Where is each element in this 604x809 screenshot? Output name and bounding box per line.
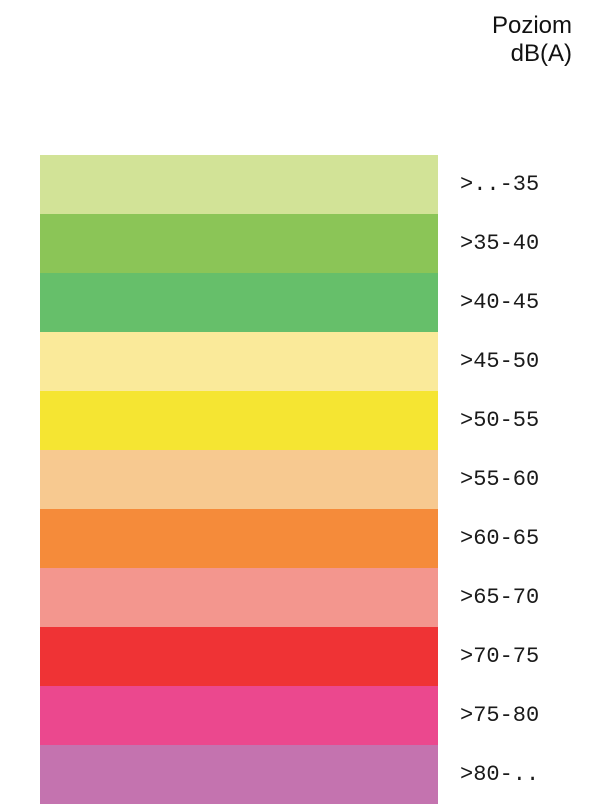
legend-row: >35-40 (40, 214, 580, 273)
legend-swatch (40, 273, 438, 332)
legend-label: >80-.. (460, 762, 540, 787)
legend-label: >45-50 (460, 349, 540, 374)
legend-label: >40-45 (460, 290, 540, 315)
noise-level-legend: >..-35 >35-40 >40-45 >45-50 >50-55 >55-6… (40, 155, 580, 804)
legend-swatch (40, 686, 438, 745)
legend-label: >75-80 (460, 703, 540, 728)
legend-row: >50-55 (40, 391, 580, 450)
legend-label: >70-75 (460, 644, 540, 669)
legend-swatch (40, 391, 438, 450)
legend-swatch (40, 155, 438, 214)
legend-swatch (40, 450, 438, 509)
legend-row: >45-50 (40, 332, 580, 391)
legend-title: Poziom dB(A) (492, 12, 572, 68)
legend-title-line2: dB(A) (510, 40, 572, 67)
legend-title-line1: Poziom (491, 12, 572, 39)
legend-swatch (40, 568, 438, 627)
legend-label: >35-40 (460, 231, 540, 256)
legend-row: >40-45 (40, 273, 580, 332)
legend-row: >75-80 (40, 686, 580, 745)
legend-row: >65-70 (40, 568, 580, 627)
legend-row: >60-65 (40, 509, 580, 568)
legend-label: >50-55 (460, 408, 540, 433)
legend-row: >80-.. (40, 745, 580, 804)
legend-row: >70-75 (40, 627, 580, 686)
legend-row: >..-35 (40, 155, 580, 214)
legend-label: >60-65 (460, 526, 540, 551)
legend-label: >65-70 (460, 585, 540, 610)
legend-row: >55-60 (40, 450, 580, 509)
legend-swatch (40, 332, 438, 391)
legend-label: >..-35 (460, 172, 540, 197)
legend-swatch (40, 627, 438, 686)
legend-swatch (40, 214, 438, 273)
legend-swatch (40, 745, 438, 804)
legend-swatch (40, 509, 438, 568)
legend-label: >55-60 (460, 467, 540, 492)
